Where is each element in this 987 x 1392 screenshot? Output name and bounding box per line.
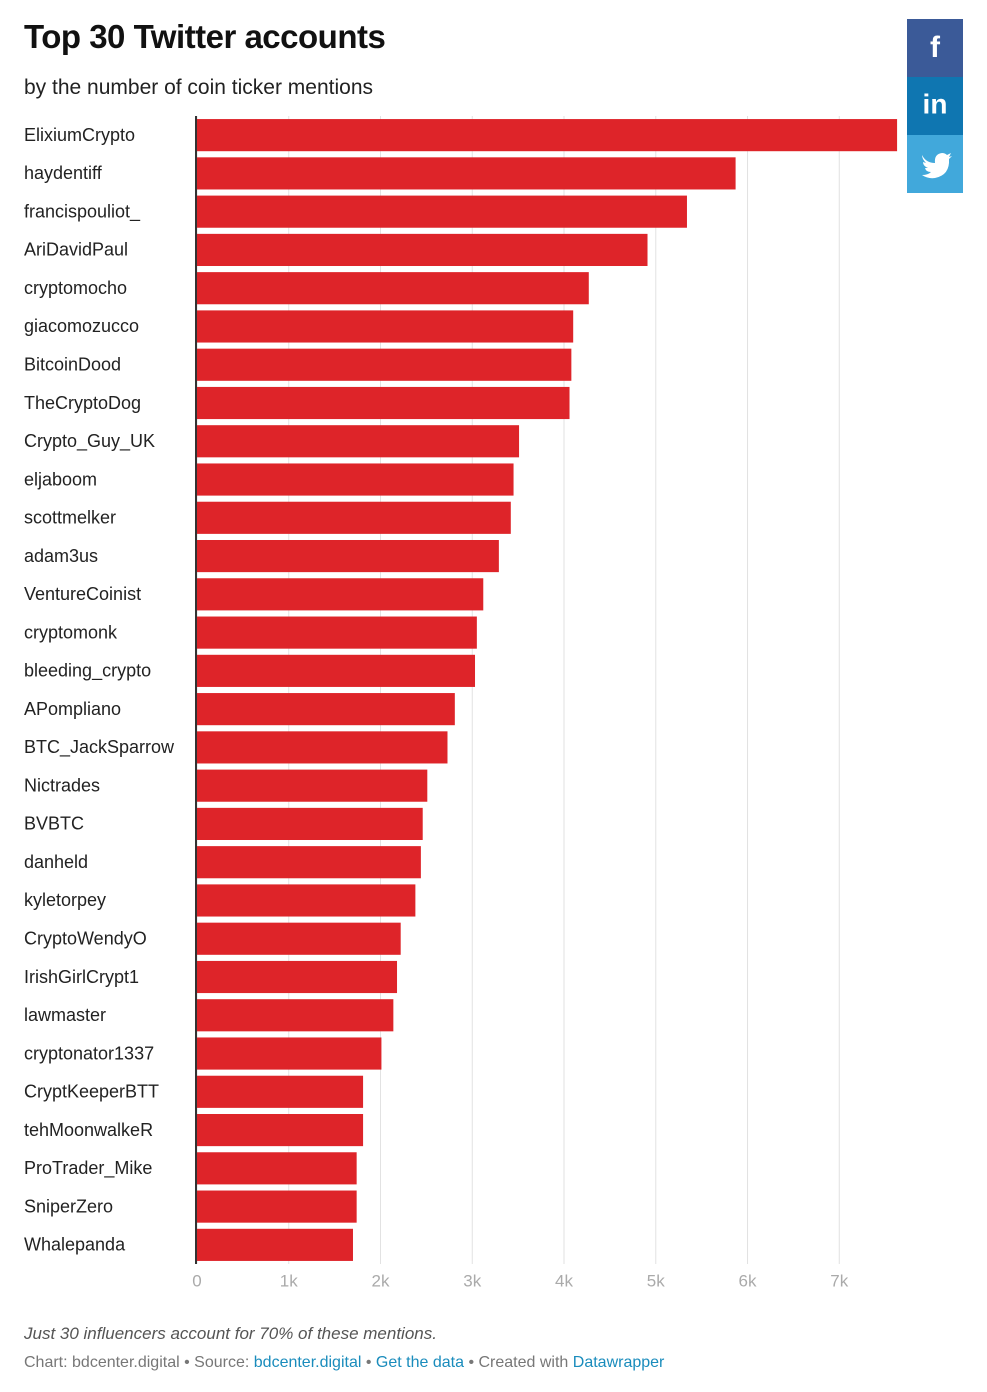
share-icons: f in [907, 19, 963, 193]
bar [197, 654, 476, 687]
y-tick-label: cryptonator1337 [24, 1043, 154, 1063]
y-tick-label: SniperZero [24, 1196, 113, 1216]
x-tick-label: 7k [830, 1271, 848, 1290]
y-tick-label: APompliano [24, 699, 121, 719]
footer-created: Created with [478, 1354, 569, 1371]
chart-footer: Chart: bdcenter.digital • Source: bdcent… [24, 1354, 664, 1372]
bar [197, 463, 514, 496]
y-tick-label: haydentiff [24, 163, 103, 183]
y-tick-label: bleeding_crypto [24, 661, 151, 682]
bar [197, 731, 448, 764]
linkedin-icon: in [923, 88, 948, 119]
y-tick-label: cryptomonk [24, 622, 118, 642]
bar [197, 578, 484, 611]
bar [197, 1190, 357, 1223]
chart: 0 1k 2k 3k 4k 5k 6k 7k ElixiumCrypto haydentiff fr… [24, 116, 898, 1290]
bar [197, 1113, 364, 1147]
bar [197, 769, 428, 802]
y-tick-label: AriDavidPaul [24, 240, 128, 260]
y-tick-label: scottmelker [24, 508, 116, 528]
bar [197, 884, 416, 917]
bar [197, 960, 398, 994]
x-tick-label: 0 [192, 1271, 201, 1290]
bar [197, 1152, 357, 1185]
y-tick-label: danheld [24, 852, 88, 872]
y-tick-label: francispouliot_ [24, 201, 141, 222]
y-tick-label: CryptKeeperBTT [24, 1082, 159, 1102]
bar [197, 348, 572, 381]
bar [197, 616, 477, 649]
y-tick-label: tehMoonwalkeR [24, 1120, 153, 1140]
y-tick-label: ProTrader_Mike [24, 1158, 152, 1179]
y-tick-label: Crypto_Guy_UK [24, 431, 155, 452]
bar [197, 693, 455, 726]
bar [197, 1075, 364, 1108]
x-tick-label: 4k [555, 1271, 573, 1290]
y-tick-label: kyletorpey [24, 890, 106, 910]
chart-subtitle: by the number of coin ticker mentions [24, 76, 374, 99]
bar [197, 195, 687, 228]
footer-separator: • [468, 1354, 475, 1371]
y-tick-label: Nictrades [24, 775, 100, 795]
bar [197, 425, 520, 458]
y-tick-label: ElixiumCrypto [24, 125, 135, 145]
bar [197, 501, 511, 534]
bar [197, 1037, 382, 1070]
y-tick-label: BVBTC [24, 814, 84, 834]
y-tick-label: lawmaster [24, 1005, 106, 1025]
y-tick-label: IrishGirlCrypt1 [24, 967, 139, 987]
bar [197, 272, 589, 305]
x-tick-label: 2k [372, 1271, 390, 1290]
y-tick-label: VentureCoinist [24, 584, 141, 604]
bar [197, 922, 401, 955]
y-tick-label: TheCryptoDog [24, 393, 141, 413]
footer-separator: • [184, 1354, 190, 1371]
chart-note: Just 30 influencers account for 70% of t… [24, 1324, 437, 1343]
footer-separator: • [365, 1354, 372, 1371]
x-tick-label: 6k [739, 1271, 757, 1290]
x-tick-label: 1k [280, 1271, 298, 1290]
footer-get-data[interactable]: Get the data [375, 1354, 464, 1371]
facebook-button[interactable] [907, 19, 963, 77]
y-tick-label: BTC_JackSparrow [24, 737, 175, 758]
footer-source-label: Source: [194, 1354, 250, 1371]
bar [197, 539, 499, 573]
footer-chart: Chart: bdcenter.digital [24, 1354, 180, 1371]
bar [197, 846, 421, 879]
y-tick-label: CryptoWendyO [24, 928, 147, 948]
y-tick-label: BitcoinDood [24, 354, 121, 374]
bar [197, 157, 736, 190]
share-buttons: f in [907, 19, 963, 198]
bar [197, 1228, 353, 1261]
y-tick-label: cryptomocho [24, 278, 127, 298]
bar [197, 310, 574, 343]
twitter-icon [922, 153, 952, 179]
bar [197, 233, 648, 267]
bar [197, 999, 394, 1032]
y-tick-label: adam3us [24, 546, 98, 566]
y-tick-label: Whalepanda [24, 1235, 126, 1255]
bar [197, 386, 570, 420]
chart-title: Top 30 Twitter accounts [24, 18, 386, 55]
footer-source[interactable]: bdcenter.digital [253, 1354, 362, 1371]
x-tick-label: 3k [463, 1271, 481, 1290]
bar [197, 807, 423, 841]
bar [197, 119, 898, 152]
facebook-icon: f [930, 31, 941, 64]
footer-tool[interactable]: Datawrapper [572, 1354, 665, 1371]
x-tick-label: 5k [647, 1271, 665, 1290]
y-tick-label: giacomozucco [24, 316, 139, 336]
y-tick-label: eljaboom [24, 469, 97, 489]
linkedin-button[interactable] [907, 77, 963, 135]
